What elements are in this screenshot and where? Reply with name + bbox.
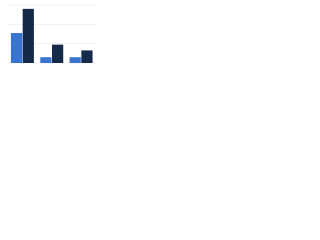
bar <box>52 44 64 63</box>
page: {"chart_data": {"type": "bar", "categori… <box>0 0 100 71</box>
bar <box>81 50 93 63</box>
bar <box>40 57 52 63</box>
bar <box>22 8 34 63</box>
bar <box>69 57 81 63</box>
chart <box>8 4 96 64</box>
bar <box>10 33 23 63</box>
